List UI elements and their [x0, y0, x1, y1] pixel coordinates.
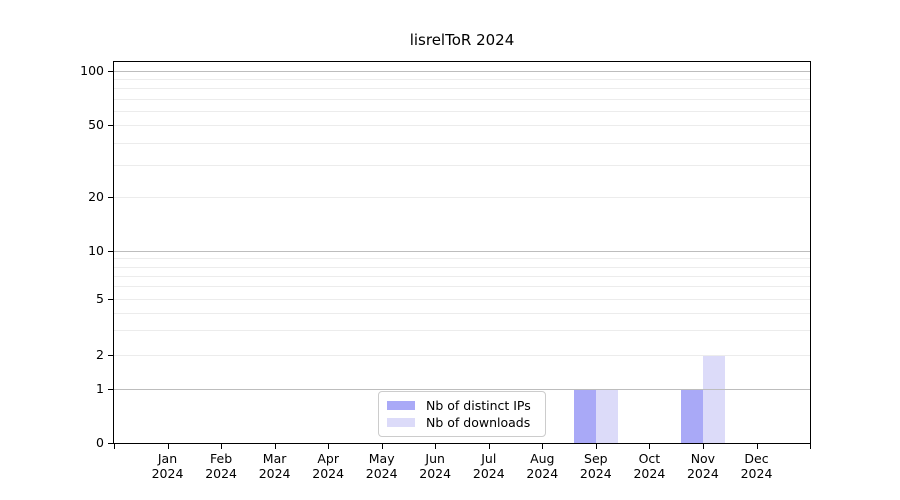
bar-downloads-nov	[702, 355, 725, 443]
gridline-minor	[114, 299, 810, 300]
legend-swatch-downloads	[387, 418, 415, 427]
x-axis-edge-tick	[113, 444, 115, 449]
x-axis-tick-label: Jul 2024	[472, 451, 505, 481]
x-axis-tick-label: Oct 2024	[633, 451, 666, 481]
x-axis-tick	[702, 444, 704, 449]
x-axis-tick-label: Dec 2024	[740, 451, 773, 481]
x-axis-tick-label: Mar 2024	[258, 451, 291, 481]
x-axis-tick-label: Sep 2024	[579, 451, 612, 481]
gridline-minor	[114, 258, 810, 260]
gridline-minor	[114, 110, 810, 112]
gridline-minor	[114, 286, 810, 288]
gridline-minor	[114, 312, 810, 314]
x-axis-tick	[649, 444, 651, 449]
x-axis-tick	[595, 444, 597, 449]
plot-area	[113, 61, 811, 444]
x-axis-tick	[221, 444, 223, 449]
chart-title: lisrelToR 2024	[409, 31, 515, 49]
x-axis-edge-tick	[809, 444, 811, 449]
gridline-minor	[114, 266, 810, 268]
y-axis-tick-label: 100	[80, 63, 104, 78]
y-axis-tick-label: 10	[88, 243, 104, 258]
legend-swatch-distinct-ips	[387, 401, 415, 410]
gridline-minor	[114, 79, 810, 81]
x-axis-tick-label: May 2024	[365, 451, 398, 481]
bar-distinct-ips-nov	[680, 389, 703, 443]
x-axis-tick	[435, 444, 437, 449]
legend-item-downloads: Nb of downloads	[387, 414, 537, 431]
gridline-major	[114, 389, 810, 390]
x-axis-tick	[167, 444, 169, 449]
gridline-minor	[114, 330, 810, 332]
x-axis-tick-label: Jun 2024	[419, 451, 452, 481]
gridline-minor	[114, 165, 810, 167]
x-axis-tick	[542, 444, 544, 449]
legend-label-downloads: Nb of downloads	[426, 415, 531, 430]
x-axis-tick	[328, 444, 330, 449]
gridline-minor	[114, 197, 810, 198]
x-axis-tick	[381, 444, 383, 449]
gridline-minor	[114, 142, 810, 144]
legend: Nb of distinct IPs Nb of downloads	[378, 391, 546, 437]
x-axis-tick-label: Aug 2024	[526, 451, 559, 481]
x-axis-tick-label: Apr 2024	[312, 451, 345, 481]
grid-layer	[114, 62, 810, 443]
y-axis-tick-label: 50	[88, 117, 104, 132]
bar-downloads-sep	[595, 389, 618, 443]
x-axis-tick	[274, 444, 276, 449]
gridline-minor	[114, 275, 810, 277]
gridline-minor	[114, 98, 810, 100]
x-axis-tick	[488, 444, 490, 449]
y-axis-tick-label: 2	[96, 347, 104, 362]
bar-distinct-ips-sep	[573, 389, 596, 443]
y-axis-tick-label: 1	[96, 381, 104, 396]
y-axis-tick-label: 0	[96, 435, 104, 450]
x-axis-tick-label: Nov 2024	[686, 451, 719, 481]
x-axis-tick	[756, 444, 758, 449]
gridline-minor	[114, 125, 810, 126]
gridline-major	[114, 71, 810, 72]
x-axis-tick-label: Feb 2024	[205, 451, 237, 481]
gridline-minor	[114, 355, 810, 356]
gridline-minor	[114, 88, 810, 90]
bar-layer	[114, 62, 810, 443]
y-axis-tick-label: 5	[96, 291, 104, 306]
legend-item-distinct-ips: Nb of distinct IPs	[387, 397, 537, 414]
x-axis-tick-label: Jan 2024	[151, 451, 184, 481]
y-axis-tick-label: 20	[88, 189, 104, 204]
legend-label-distinct-ips: Nb of distinct IPs	[426, 398, 531, 413]
gridline-major	[114, 251, 810, 252]
